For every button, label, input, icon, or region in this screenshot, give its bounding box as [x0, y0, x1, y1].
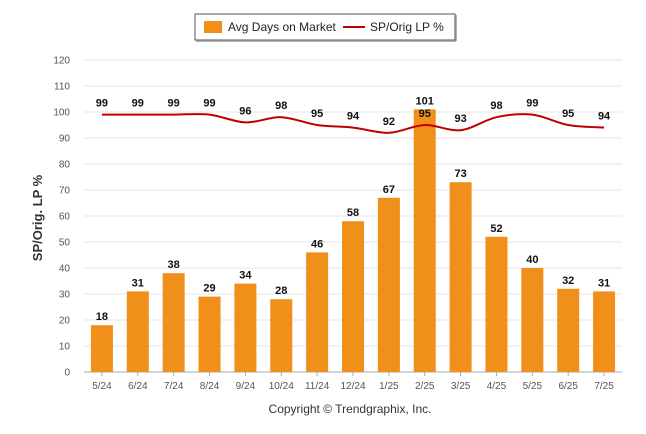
bar-data-label: 18: [96, 311, 108, 323]
line-data-label: 99: [526, 98, 538, 110]
y-tick-label: 10: [59, 342, 71, 353]
x-tick-label: 6/24: [128, 381, 148, 392]
x-tick-label: 8/24: [200, 381, 220, 392]
bar: [449, 182, 472, 372]
line-data-label: 99: [203, 98, 215, 110]
legend-box: [194, 13, 456, 41]
y-tick-label: 110: [54, 82, 70, 93]
line-data-label: 94: [598, 111, 611, 123]
y-tick-label: 90: [59, 134, 71, 145]
legend-bar-swatch: [204, 21, 222, 33]
bar: [234, 283, 257, 372]
x-tick-labels: 5/24 6/24 7/24 8/24 9/24 10/24 11/24 12/24 1/25 2…: [92, 372, 614, 392]
bar-data-label: 67: [383, 184, 395, 196]
bar-data-label: 31: [132, 277, 144, 289]
bar: [198, 296, 221, 372]
bar-data-label: 32: [562, 275, 574, 287]
legend-bar-label: Avg Days on Market: [228, 20, 336, 34]
bar: [377, 197, 400, 372]
line-data-label: 95: [311, 108, 323, 120]
y-tick-label: 50: [59, 238, 71, 249]
x-tick-label: 1/25: [379, 381, 399, 392]
line-data-label: 98: [275, 100, 287, 112]
bar: [126, 291, 149, 372]
x-tick-label: 6/25: [558, 381, 578, 392]
bar: [593, 291, 616, 372]
line-series: [101, 113, 605, 134]
bar: [162, 273, 185, 372]
x-tick-label: 5/24: [92, 381, 112, 392]
bar-data-label: 73: [454, 168, 466, 180]
x-tick-label: 4/25: [487, 381, 507, 392]
bar-data-label: 34: [239, 270, 252, 282]
bar: [306, 252, 329, 372]
line-data-label: 99: [132, 98, 144, 110]
line-series-path: [101, 113, 605, 134]
y-tick-label: 20: [59, 316, 71, 327]
bars: [90, 109, 616, 373]
y-tick-label: 100: [53, 108, 70, 119]
line-data-label: 96: [239, 105, 251, 117]
legend: Avg Days on Market SP/Orig LP %: [194, 13, 457, 42]
y-tick-label: 70: [59, 186, 71, 197]
bar: [521, 268, 544, 372]
x-tick-label: 5/25: [523, 381, 543, 392]
bar: [342, 221, 364, 372]
y-tick-label: 60: [59, 212, 71, 223]
line-data-label: 95: [419, 108, 431, 120]
bar-data-labels: 18 31 38 29 34 28 46 58 67 101 73 52 40 32 31: [96, 95, 610, 323]
bar-data-label: 38: [168, 259, 180, 271]
bar: [413, 109, 436, 373]
y-tick-label: 80: [59, 160, 71, 171]
line-data-label: 92: [383, 116, 395, 128]
line-data-label: 99: [168, 98, 180, 110]
y-tick-label: 120: [53, 56, 70, 67]
x-tick-label: 7/24: [164, 381, 184, 392]
bar: [90, 325, 113, 372]
bar: [557, 288, 580, 372]
line-data-label: 94: [347, 111, 360, 123]
copyright-footer: Copyright © Trendgraphix, Inc.: [269, 402, 432, 416]
line-data-labels: 99 99 99 99 96 98 95 94 92 95 93 98 99 95 94: [96, 98, 611, 128]
line-data-label: 95: [562, 108, 574, 120]
bar-data-label: 31: [598, 277, 610, 289]
bar-data-label: 52: [490, 223, 502, 235]
bar-data-label: 29: [203, 283, 215, 295]
legend-line-label: SP/Orig LP %: [370, 20, 444, 34]
bar-data-label: 28: [275, 285, 287, 297]
bar-data-label: 58: [347, 207, 359, 219]
line-data-label: 98: [490, 100, 502, 112]
y-tick-label: 0: [64, 368, 70, 379]
x-tick-label: 11/24: [305, 381, 330, 392]
bar-data-label: 101: [416, 95, 434, 107]
line-data-label: 99: [96, 98, 108, 110]
line-data-label: 93: [454, 113, 466, 125]
y-tick-label: 30: [59, 290, 71, 301]
x-tick-label: 2/25: [415, 381, 435, 392]
bar-data-label: 46: [311, 238, 323, 250]
y-tick-label: 40: [59, 264, 71, 275]
y-axis-title: SP/Orig. LP %: [30, 174, 45, 261]
bar-data-label: 40: [526, 254, 538, 266]
bar: [485, 236, 508, 372]
x-tick-label: 3/25: [451, 381, 471, 392]
x-tick-label: 12/24: [340, 381, 365, 392]
x-tick-label: 9/24: [236, 381, 256, 392]
y-tick-labels: 0 10 20 30 40 50 60 70 80 90 100 110 120: [53, 56, 70, 379]
bar: [270, 299, 293, 372]
x-tick-label: 7/25: [594, 381, 614, 392]
x-tick-label: 10/24: [269, 381, 294, 392]
